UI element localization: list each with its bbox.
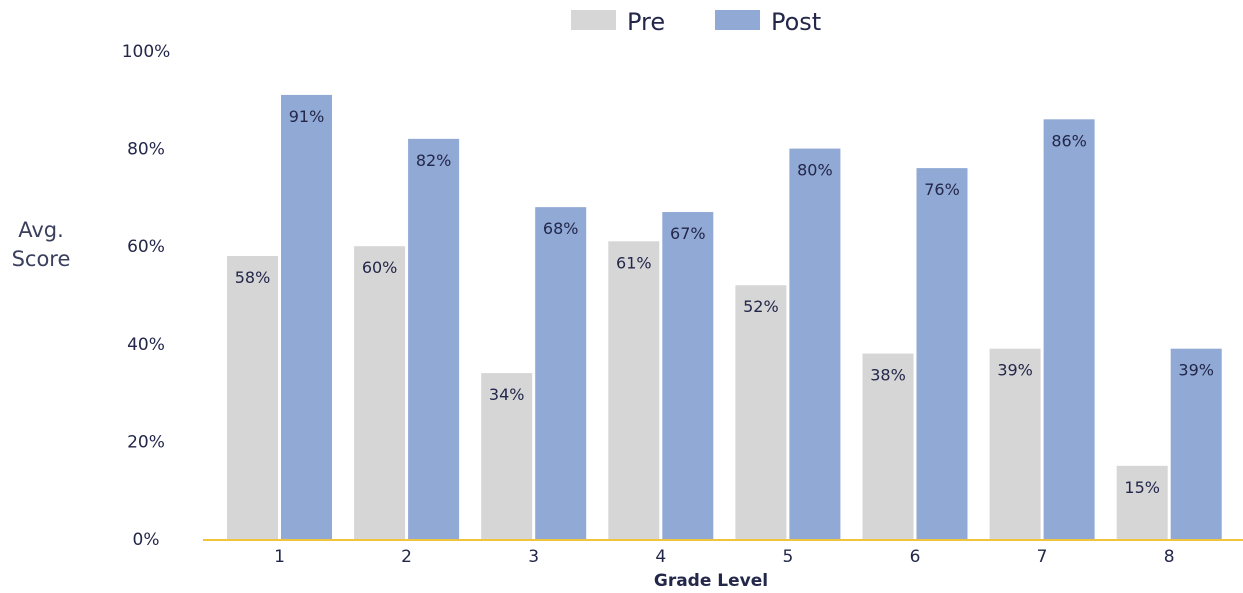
- x-tick-label: 1: [274, 547, 285, 567]
- data-label-pre-grade-6: 38%: [870, 366, 906, 385]
- bar-post-grade-7: [1043, 119, 1095, 539]
- bar-pre-grade-6: [862, 353, 914, 539]
- bars: [227, 94, 1222, 540]
- x-axis-ticks: 1 2 3 4 5 6 7 8: [274, 547, 1175, 567]
- y-axis-ticks: 0% 20% 40% 60% 80% 100%: [122, 42, 171, 550]
- bar-post-grade-4: [662, 212, 714, 540]
- x-tick-label: 2: [401, 547, 412, 567]
- data-label-pre-grade-8: 15%: [1124, 478, 1160, 497]
- y-axis-label-line-2: Score: [12, 247, 71, 271]
- bar-pre-grade-1: [227, 255, 278, 539]
- bar-post-grade-1: [281, 94, 332, 540]
- data-label-post-grade-7: 86%: [1051, 131, 1087, 150]
- data-label-post-grade-2: 82%: [416, 151, 452, 170]
- bar-pre-grade-3: [481, 373, 533, 539]
- data-label-post-grade-5: 80%: [797, 161, 833, 180]
- y-tick-label: 80%: [127, 140, 165, 160]
- bar-pre-grade-8: [1116, 465, 1168, 539]
- data-label-pre-grade-4: 61%: [616, 253, 652, 272]
- data-label-pre-grade-7: 39%: [997, 361, 1033, 380]
- x-tick-label: 8: [1164, 547, 1175, 567]
- legend-label-pre: Pre: [627, 8, 665, 36]
- legend-swatch-post: [715, 10, 760, 30]
- bar-pre-grade-2: [354, 246, 406, 539]
- bar-post-grade-3: [535, 207, 587, 539]
- legend: Pre Post: [571, 8, 821, 36]
- bar-post-grade-2: [408, 138, 460, 539]
- x-tick-label: 4: [655, 547, 666, 567]
- data-label-post-grade-4: 67%: [670, 224, 706, 243]
- y-axis-label-line-1: Avg.: [18, 218, 64, 242]
- legend-swatch-pre: [571, 10, 616, 30]
- x-tick-label: 3: [528, 547, 539, 567]
- bar-pre-grade-7: [989, 348, 1041, 539]
- y-tick-label: 0%: [133, 530, 160, 550]
- y-tick-label: 40%: [127, 335, 165, 355]
- data-label-post-grade-6: 76%: [924, 180, 960, 199]
- x-axis-label: Grade Level: [654, 571, 768, 591]
- legend-label-post: Post: [771, 8, 821, 36]
- bar-post-grade-8: [1170, 348, 1222, 539]
- y-tick-label: 20%: [127, 432, 165, 452]
- y-tick-label: 100%: [122, 42, 171, 62]
- x-tick-label: 7: [1037, 547, 1048, 567]
- bar-post-grade-6: [916, 168, 968, 539]
- data-label-pre-grade-5: 52%: [743, 297, 779, 316]
- data-label-pre-grade-2: 60%: [362, 258, 398, 277]
- x-tick-label: 5: [782, 547, 793, 567]
- bar-post-grade-5: [789, 148, 841, 539]
- data-label-post-grade-1: 91%: [289, 107, 325, 126]
- data-label-post-grade-3: 68%: [543, 219, 579, 238]
- y-tick-label: 60%: [127, 237, 165, 257]
- data-label-pre-grade-3: 34%: [489, 385, 525, 404]
- x-tick-label: 6: [910, 547, 921, 567]
- bar-pre-grade-5: [735, 285, 787, 539]
- bar-pre-grade-4: [608, 241, 660, 539]
- data-label-pre-grade-1: 58%: [235, 268, 271, 287]
- data-labels: 58% 91% 60% 82% 34% 68% 61% 67% 52% 80% 38% 76% 39% 8…: [235, 107, 1214, 497]
- data-label-post-grade-8: 39%: [1178, 361, 1214, 380]
